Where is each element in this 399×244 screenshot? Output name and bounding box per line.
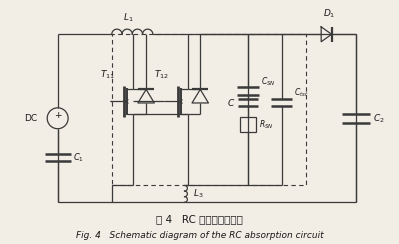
- Text: DC: DC: [24, 114, 37, 123]
- Text: Fig. 4   Schematic diagram of the RC absorption circuit: Fig. 4 Schematic diagram of the RC absor…: [76, 231, 323, 240]
- Text: +: +: [54, 111, 61, 120]
- Text: $D_1$: $D_1$: [323, 8, 336, 20]
- Text: $T_{12}$: $T_{12}$: [154, 69, 169, 81]
- Text: $R_{SN}$: $R_{SN}$: [259, 119, 274, 131]
- Text: $C_{SN}$: $C_{SN}$: [261, 76, 276, 88]
- Text: $T_{11}$: $T_{11}$: [100, 69, 115, 81]
- Text: $C$: $C$: [227, 97, 235, 108]
- Text: 图 4   RC 吸收电路原理图: 图 4 RC 吸收电路原理图: [156, 214, 243, 224]
- Text: $C_2$: $C_2$: [373, 112, 385, 124]
- Text: $L_3$: $L_3$: [193, 188, 203, 200]
- Bar: [112, 34, 306, 185]
- Bar: [240, 117, 256, 132]
- Text: $L_1$: $L_1$: [123, 11, 134, 24]
- Text: $C_{tst}$: $C_{tst}$: [294, 87, 308, 99]
- Text: $C_1$: $C_1$: [73, 151, 84, 164]
